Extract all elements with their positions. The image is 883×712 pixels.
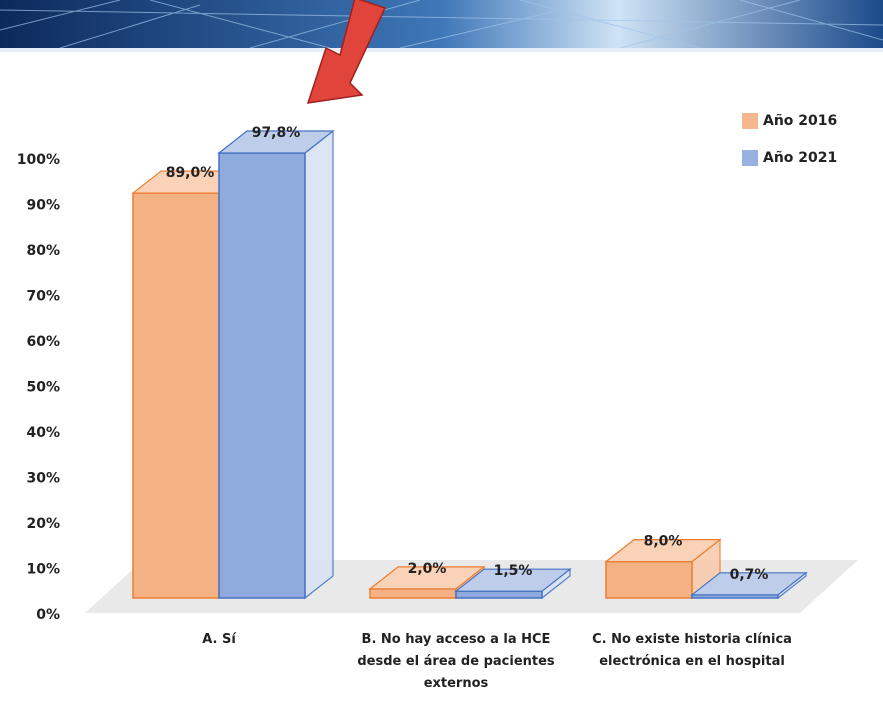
y-tick-label: 50% [26,380,60,396]
bar-side [304,129,334,600]
y-tick-label: 70% [26,289,60,305]
y-tick-label: 80% [26,243,60,259]
legend-label: Año 2016 [763,113,837,129]
data-label: 1,5% [494,563,533,579]
data-label: 0,7% [730,567,769,583]
y-tick-label: 10% [26,562,60,578]
x-tick-label: A. Sí [202,632,236,647]
y-tick-label: 90% [26,198,60,214]
bar-top [368,566,486,590]
y-tick-label: 0% [36,607,60,623]
y-tick-label: 100% [17,152,60,168]
data-label: 97,8% [252,125,301,141]
x-tick-label: B. No hay acceso a la HCE desde el área … [357,632,555,691]
bar-top [604,538,722,563]
legend-swatch [742,113,758,129]
y-tick-label: 30% [26,471,60,487]
y-tick-label: 60% [26,334,60,350]
bar [605,560,693,599]
bar-top [690,572,808,596]
legend-label: Año 2021 [763,150,837,166]
y-tick-label: 20% [26,516,60,532]
data-label: 8,0% [644,534,683,550]
bar [132,192,220,599]
data-label: 89,0% [166,165,215,181]
bar-top [454,568,572,592]
banner [0,0,883,52]
arrow [306,0,387,104]
x-tick-label: C. No existe historia clínica electrónic… [592,632,792,669]
bar [369,588,457,599]
bar [455,590,543,599]
y-tick-label: 40% [26,425,60,441]
legend-swatch [742,150,758,166]
data-label: 2,0% [408,561,447,577]
bar [218,152,306,599]
bar-top [217,130,335,154]
